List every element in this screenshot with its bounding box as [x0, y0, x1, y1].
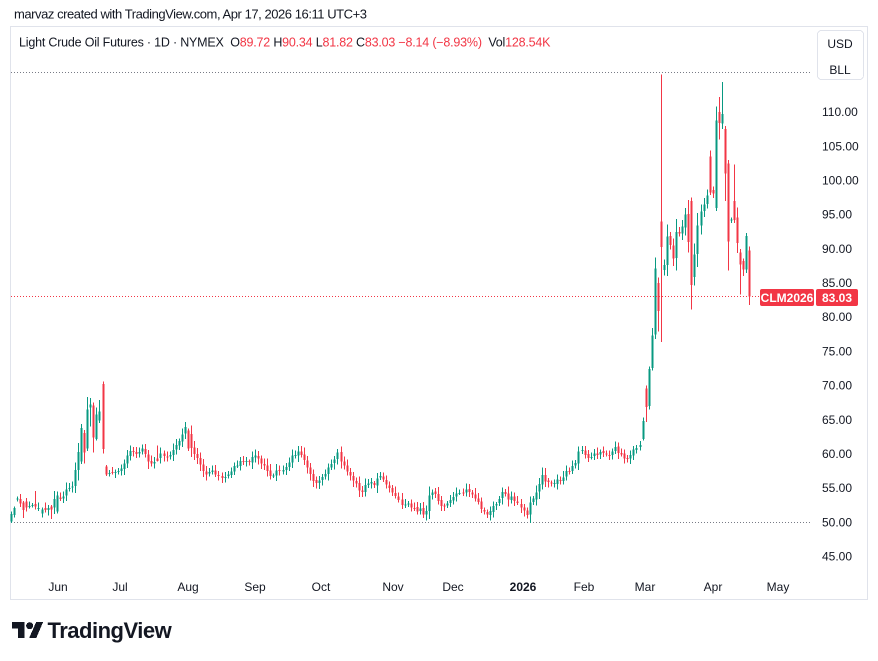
svg-text:60.00: 60.00: [822, 447, 852, 461]
svg-text:Light Crude Oil Futures · 1D ·: Light Crude Oil Futures · 1D · NYMEX O89…: [19, 36, 551, 50]
svg-text:marvaz created with TradingVie: marvaz created with TradingView.com, Apr…: [14, 7, 367, 22]
svg-text:65.00: 65.00: [822, 413, 852, 427]
svg-text:Sep: Sep: [244, 580, 266, 594]
svg-text:83.03: 83.03: [822, 291, 852, 305]
svg-text:45.00: 45.00: [822, 550, 852, 564]
svg-text:55.00: 55.00: [822, 481, 852, 495]
svg-text:Dec: Dec: [442, 580, 463, 594]
svg-text:May: May: [767, 580, 790, 594]
svg-text:85.00: 85.00: [822, 276, 852, 290]
svg-text:80.00: 80.00: [822, 310, 852, 324]
svg-text:Jun: Jun: [48, 580, 67, 594]
svg-text:90.00: 90.00: [822, 242, 852, 256]
svg-text:110.00: 110.00: [822, 105, 858, 119]
svg-text:TradingView: TradingView: [48, 618, 173, 643]
svg-text:2026: 2026: [510, 580, 537, 594]
svg-text:Oct: Oct: [312, 580, 331, 594]
svg-text:Nov: Nov: [382, 580, 403, 594]
svg-text:Feb: Feb: [574, 580, 595, 594]
svg-text:Jul: Jul: [112, 580, 127, 594]
svg-text:BLL: BLL: [829, 63, 851, 77]
svg-text:Apr: Apr: [704, 580, 723, 594]
svg-text:70.00: 70.00: [822, 379, 852, 393]
svg-text:Mar: Mar: [635, 580, 656, 594]
svg-text:50.00: 50.00: [822, 515, 852, 529]
svg-text:Aug: Aug: [177, 580, 198, 594]
svg-text:100.00: 100.00: [822, 174, 859, 188]
svg-text:75.00: 75.00: [822, 344, 852, 358]
svg-text:105.00: 105.00: [822, 139, 859, 153]
svg-text:USD: USD: [827, 37, 853, 51]
svg-text:95.00: 95.00: [822, 208, 852, 222]
svg-text:CLM2026: CLM2026: [761, 291, 814, 305]
